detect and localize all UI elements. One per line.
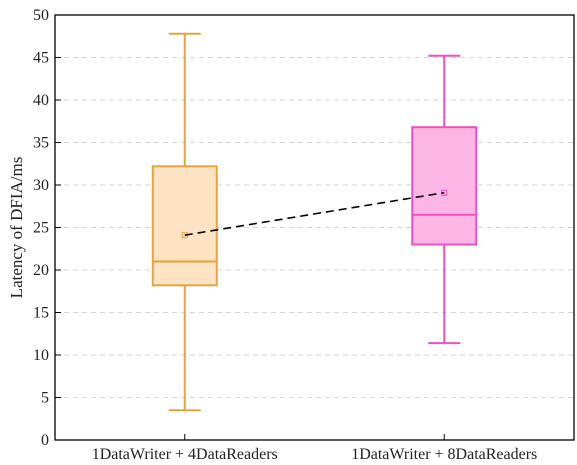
x-tick-label-1: 1DataWriter + 8DataReaders bbox=[351, 446, 537, 463]
grid-lines bbox=[55, 57, 574, 398]
box-plots bbox=[151, 32, 478, 412]
y-tick-label-2: 10 bbox=[33, 347, 49, 364]
iqr-box bbox=[151, 165, 218, 287]
y-tick-label-3: 15 bbox=[33, 305, 49, 322]
y-axis-title: Latency of DFIA/ms bbox=[7, 157, 26, 299]
box-2 bbox=[411, 54, 478, 345]
y-axis-ticks: 0 5 10 15 20 25 30 35 40 45 50 bbox=[33, 7, 61, 449]
x-axis-ticks: 1DataWriter + 4DataReaders 1DataWriter + … bbox=[92, 434, 537, 463]
iqr-box bbox=[411, 126, 478, 246]
mean-trend bbox=[184, 191, 445, 236]
mean-dashed-line bbox=[184, 191, 445, 236]
y-tick-label-8: 40 bbox=[33, 92, 49, 109]
y-tick-label-4: 20 bbox=[33, 262, 49, 279]
y-tick-label-10: 50 bbox=[33, 7, 49, 24]
x-tick-label-0: 1DataWriter + 4DataReaders bbox=[92, 446, 278, 463]
box-1 bbox=[151, 32, 218, 412]
y-tick-label-7: 35 bbox=[33, 135, 49, 152]
y-tick-label-9: 45 bbox=[33, 50, 49, 67]
y-tick-label-0: 0 bbox=[41, 432, 49, 449]
y-tick-label-6: 30 bbox=[33, 177, 49, 194]
y-tick-label-5: 25 bbox=[33, 220, 49, 237]
y-tick-label-1: 5 bbox=[41, 390, 49, 407]
